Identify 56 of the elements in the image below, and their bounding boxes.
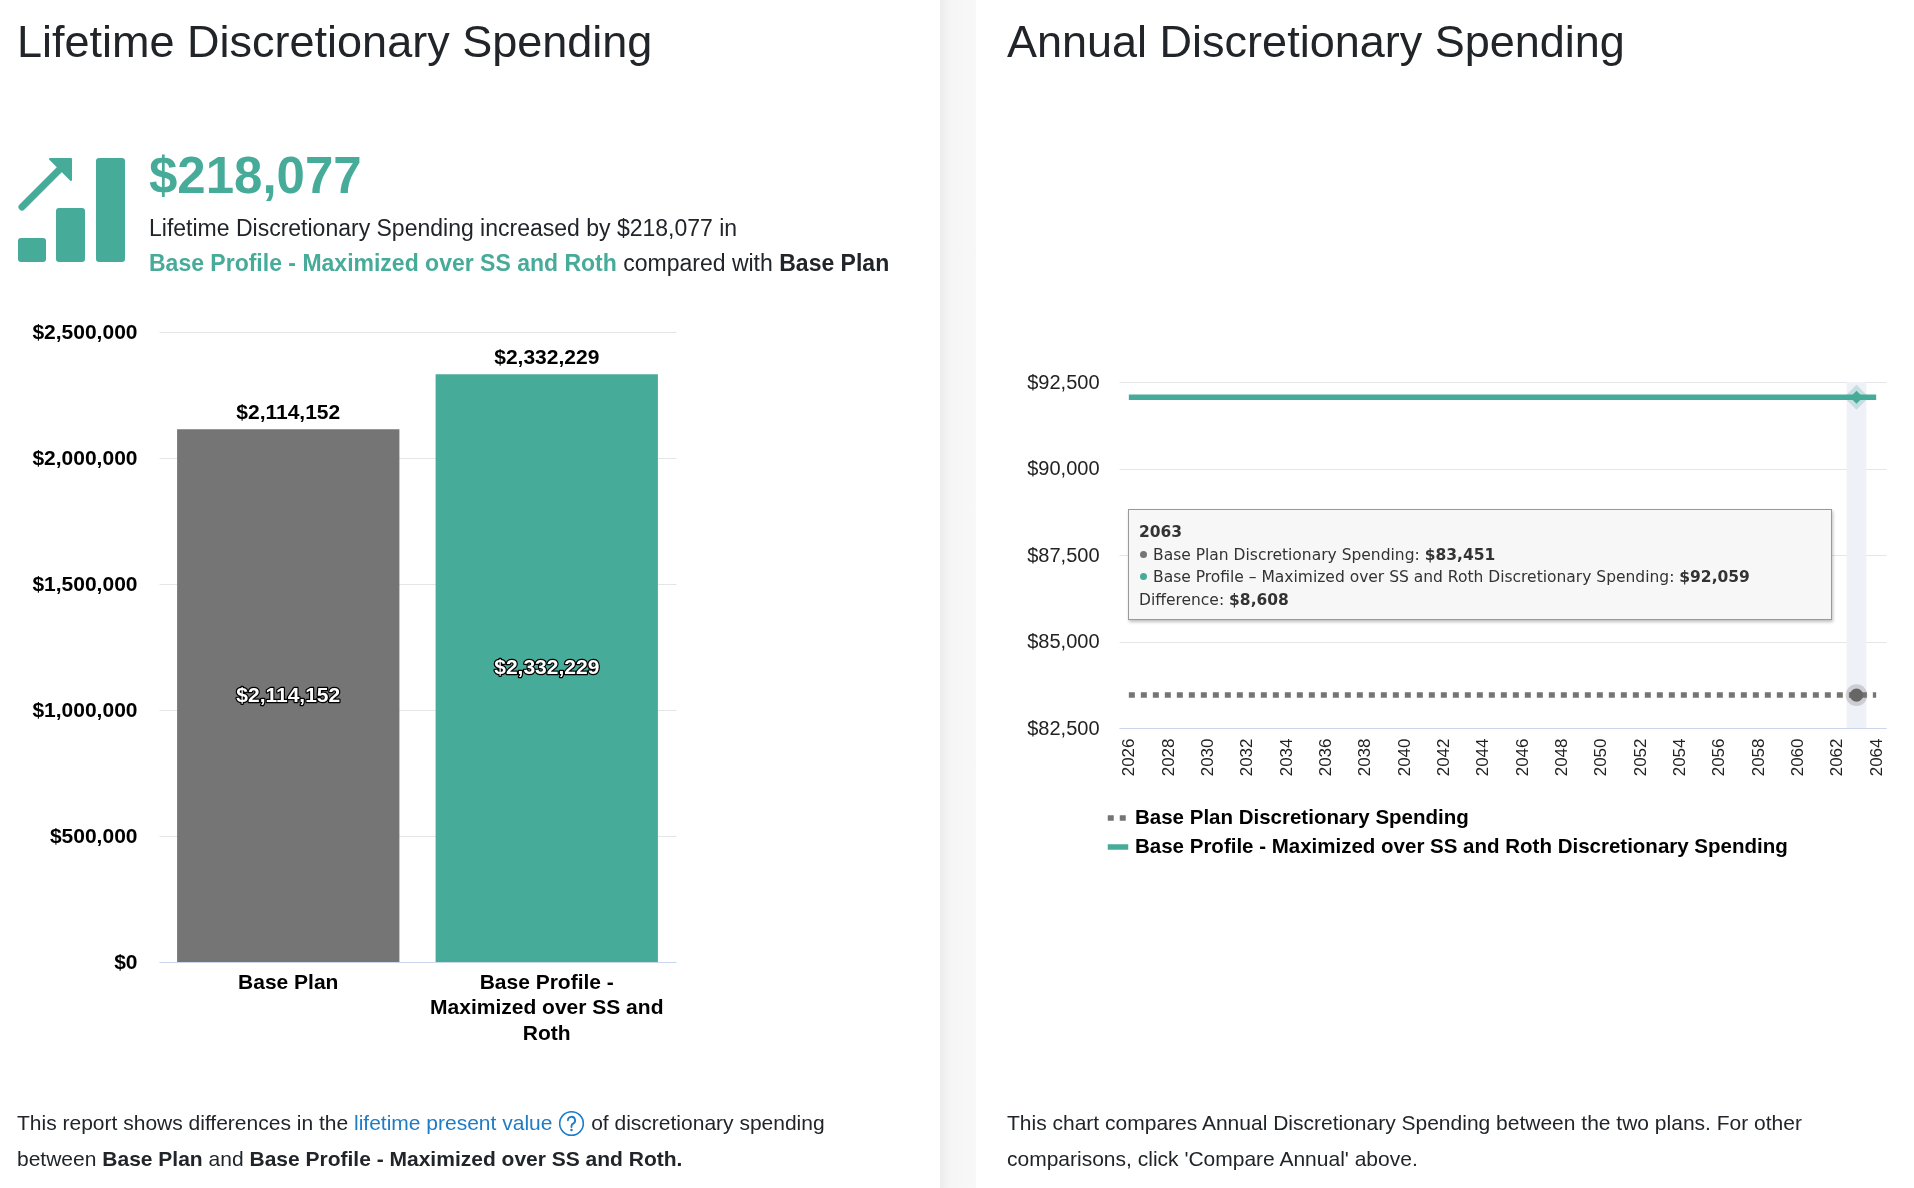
x-tick-label: 2052	[1630, 738, 1650, 777]
text: Base Profile - Maximized over SS and Roth	[149, 249, 617, 278]
y-tick-label: $2,000,000	[32, 445, 138, 469]
x-tick-label: 2044	[1473, 738, 1493, 777]
x-tick-label: 2042	[1434, 738, 1453, 777]
x-tick-label: 2028	[1158, 738, 1178, 777]
x-tick-label: 2064	[1866, 738, 1886, 777]
y-tick-label: $85,000	[1027, 630, 1100, 652]
annotation: Base Profile – Maximized over SS and Roth Discretionary Spending: $92,059	[1153, 568, 1750, 587]
text: This report shows differences in the	[17, 1110, 349, 1136]
x-tick-label: 2054	[1670, 738, 1689, 777]
legend-label: Base Profile - Maximized over SS and Roth Discretionary Spending	[1135, 834, 1788, 857]
text: Base Profile - Maximized over SS and Roth.	[249, 1146, 683, 1172]
x-tick-label: 2040	[1394, 738, 1414, 777]
text: This chart compares Annual Discretionary Spending between the two plans. For other comparisons, click 'Compare Annual' above.	[1007, 1111, 1802, 1170]
y-tick-label: $92,500	[1027, 370, 1100, 393]
legend-label: Base Plan Discretionary Spending	[1135, 805, 1469, 828]
x-tick-label: 2050	[1591, 738, 1611, 777]
y-tick-label: $500,000	[49, 823, 138, 847]
x-tick-label: 2056	[1709, 738, 1729, 777]
x-tick-label: 2062	[1827, 738, 1847, 777]
text: $2,114,152	[236, 682, 341, 706]
y-tick-label: $90,000	[1027, 457, 1100, 479]
text: Base Plan	[779, 249, 890, 278]
x-tick-label: 2038	[1355, 738, 1375, 777]
text: between	[17, 1146, 97, 1172]
text: of discretionary spending	[591, 1110, 825, 1136]
x-tick-label: 2036	[1316, 738, 1335, 777]
y-tick-label: $1,000,000	[32, 697, 138, 721]
text: Lifetime Discretionary Spending increased by $218,077 in	[149, 214, 738, 243]
annotation: Difference: $8,608	[1139, 590, 1289, 609]
y-tick-label: $87,500	[1027, 543, 1100, 566]
y-tick-label: $2,500,000	[32, 319, 138, 343]
y-tick-label: $0	[114, 949, 138, 973]
x-tick-label: 2060	[1788, 738, 1807, 777]
data-label: $2,114,152	[236, 400, 341, 424]
text: lifetime present value	[353, 1110, 553, 1136]
x-tick-label: 2034	[1276, 738, 1296, 777]
x-tick-label: 2030	[1198, 738, 1217, 777]
x-tick-label: 2026	[1119, 738, 1139, 777]
x-tick-label: 2058	[1748, 738, 1768, 777]
text: Base Plan	[102, 1146, 203, 1172]
text: and	[208, 1146, 244, 1172]
text: $2,332,229	[494, 655, 600, 679]
chart-subtitle: $218,077	[149, 147, 362, 204]
x-tick-label: 2032	[1237, 738, 1257, 777]
chart-title: Annual Discretionary Spending	[1007, 16, 1625, 67]
x-tick-label: 2048	[1552, 738, 1571, 777]
chart-title: Lifetime Discretionary Spending	[17, 16, 653, 67]
y-tick-label: $1,500,000	[32, 571, 138, 595]
annotation: 2063	[1139, 523, 1183, 541]
text: compared with	[623, 249, 773, 278]
y-tick-label: $82,500	[1027, 716, 1100, 739]
x-tick-label: 2046	[1512, 738, 1532, 777]
data-label: $2,332,229	[494, 345, 600, 369]
annotation: Base Plan Discretionary Spending: $83,451	[1153, 545, 1496, 564]
